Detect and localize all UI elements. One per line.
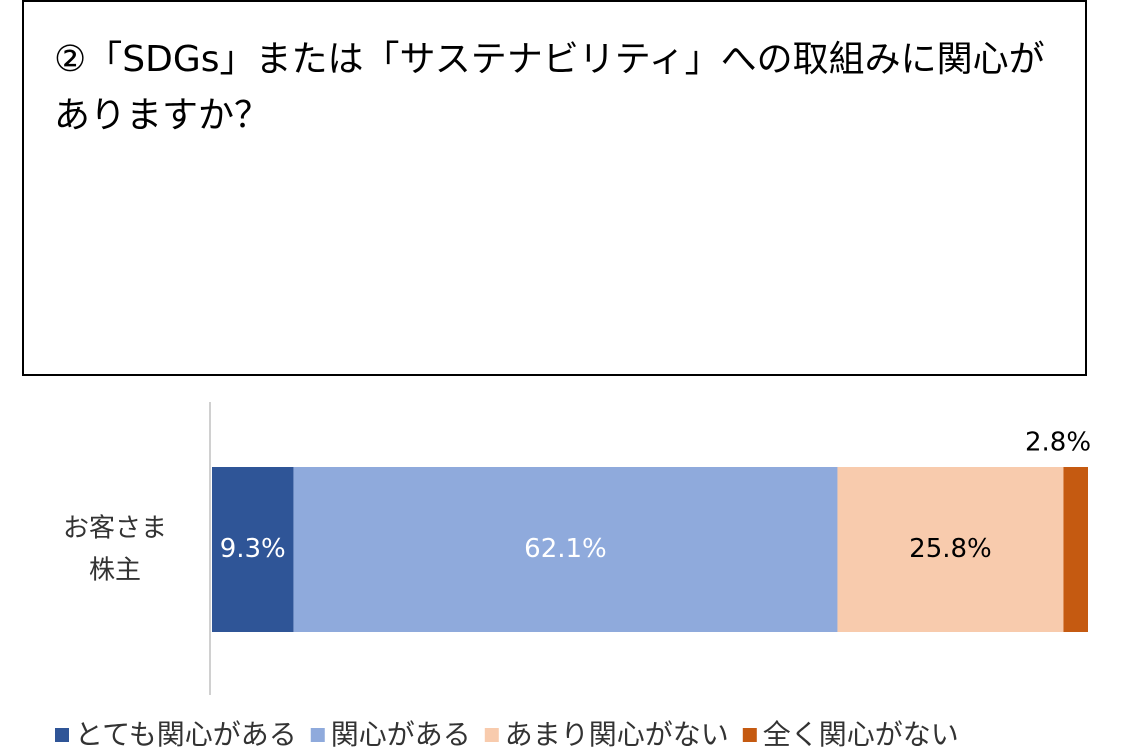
y-tick-label: お客さま株主 [63,513,167,585]
legend-label: とても関心がある [75,718,297,751]
bar-segment [293,467,838,632]
legend-swatch [742,728,757,742]
bar-segment [837,467,1064,632]
legend-label: 全く関心がない [763,718,959,751]
legend-swatch [55,728,69,742]
bar-segment [1063,467,1088,632]
data-label: 2.8% [1025,428,1091,458]
chart-title: ②「SDGs」または「サステナビリティ」への取組みに関心がありますか？ [54,39,1045,136]
y-tick-label-line: お客さま [63,513,167,543]
bar-segment [212,467,294,632]
data-label: 62.1% [524,534,607,564]
legend-swatch [310,728,325,742]
y-tick-label-line: 株主 [89,555,141,585]
legend-label: 関心がある [331,718,471,751]
title-box: ②「SDGs」または「サステナビリティ」への取組みに関心がありますか？ [22,0,1087,376]
legend-label: あまり関心がない [505,718,729,751]
legend-swatch [484,728,499,742]
data-label: 9.3% [220,534,286,564]
data-label: 25.8% [909,534,992,564]
